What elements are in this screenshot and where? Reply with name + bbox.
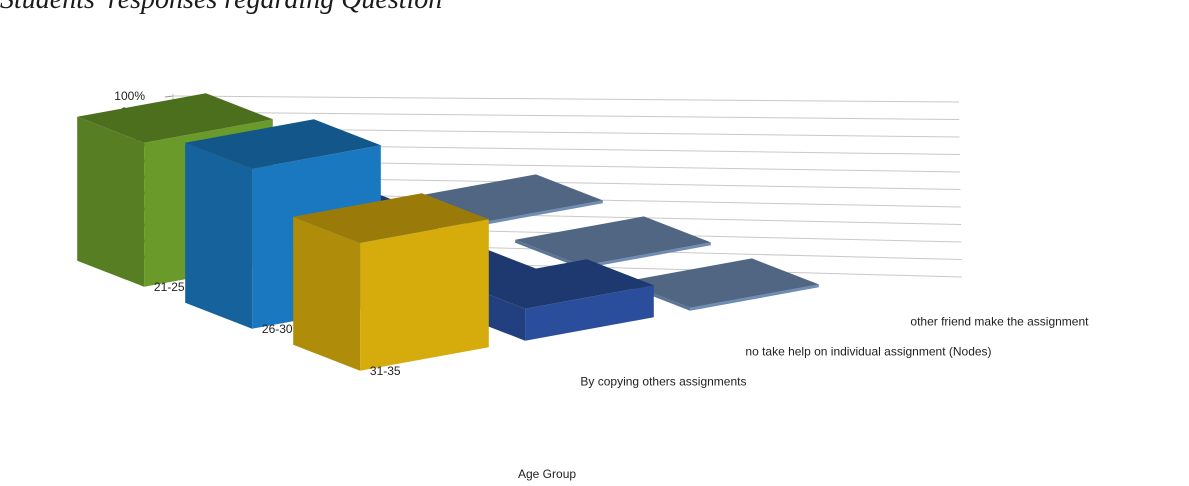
bar-front-face	[474, 200, 603, 227]
category-label: 21-25	[154, 280, 185, 294]
series-depth-labels: By copying others assignments no take hel…	[580, 315, 1089, 389]
gridline	[172, 111, 960, 120]
bar-front-face	[582, 242, 711, 269]
bar-top-face	[293, 193, 489, 243]
category-label: 31-35	[370, 364, 401, 378]
bar-front-face	[525, 285, 654, 341]
bar-side-face	[515, 239, 583, 269]
bar-top-face	[515, 216, 711, 266]
bar-side-face	[293, 216, 361, 371]
bar-side-face	[77, 116, 145, 287]
category-labels: 21-25 26-30 31-35	[154, 280, 401, 378]
bar-top-face	[77, 93, 273, 143]
gridline	[172, 95, 960, 103]
y-tick-mark	[164, 95, 174, 98]
bar-top-face	[623, 258, 819, 308]
series-label: other friend make the assignment	[910, 315, 1089, 329]
chart-caption: Students' responses regarding Question	[0, 0, 442, 16]
y-tick-label: 100%	[114, 89, 145, 103]
bars	[77, 93, 819, 371]
bar-top-face	[185, 119, 381, 169]
category-label: 26-30	[262, 322, 293, 336]
series-label: By copying others assignments	[580, 375, 746, 389]
bar-front-face	[690, 284, 819, 311]
bar-front-face	[360, 219, 489, 371]
bar-26-30-series-3	[515, 216, 711, 269]
series-label: no take help on individual assignment (N…	[745, 345, 991, 359]
bar-side-face	[185, 142, 253, 329]
bar-top-face	[458, 259, 654, 309]
bar-31-35-series-1	[293, 193, 489, 371]
x-axis-title: Age Group	[518, 467, 576, 481]
